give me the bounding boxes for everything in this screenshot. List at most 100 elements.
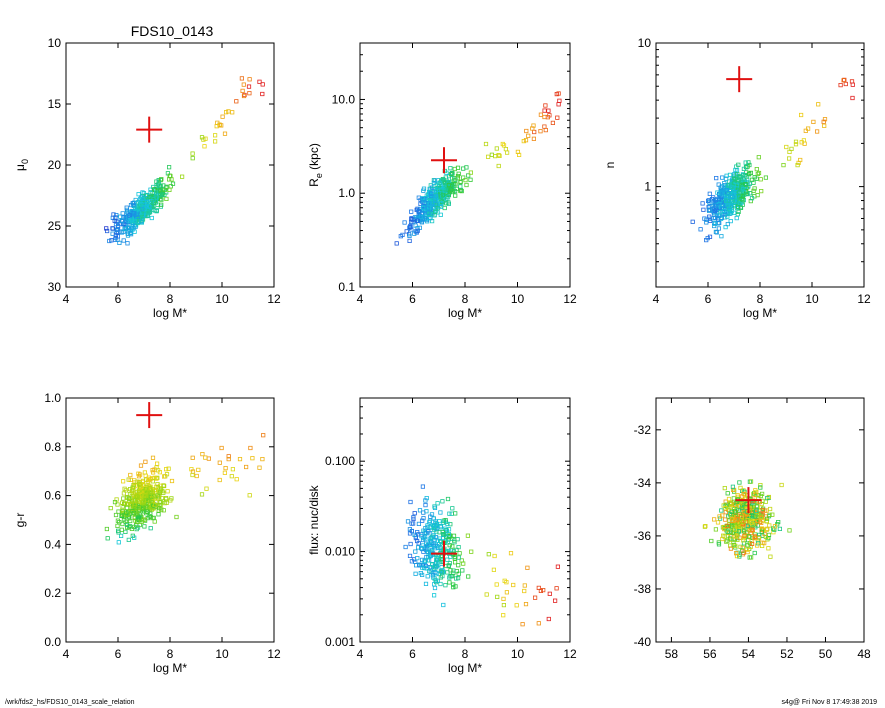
data-point bbox=[217, 460, 222, 465]
data-point bbox=[226, 109, 231, 114]
data-point bbox=[426, 529, 431, 534]
data-point bbox=[421, 205, 426, 210]
data-point bbox=[713, 197, 719, 203]
data-point bbox=[745, 518, 750, 523]
data-point bbox=[154, 500, 159, 505]
data-point bbox=[412, 511, 417, 516]
data-point bbox=[523, 602, 529, 607]
data-point bbox=[850, 95, 855, 101]
data-point bbox=[448, 166, 453, 171]
data-point bbox=[257, 79, 262, 84]
data-point bbox=[742, 533, 748, 538]
y-tick-label: 30 bbox=[48, 280, 62, 294]
data-point bbox=[750, 522, 755, 527]
data-point bbox=[158, 486, 164, 491]
data-point bbox=[741, 491, 746, 497]
data-point bbox=[161, 474, 167, 479]
x-axis-label: log M* bbox=[153, 306, 187, 320]
data-point bbox=[431, 575, 436, 580]
data-point bbox=[728, 218, 733, 224]
data-point bbox=[821, 119, 826, 124]
data-point bbox=[431, 533, 436, 538]
data-point bbox=[822, 123, 827, 128]
data-point bbox=[122, 226, 127, 231]
data-point bbox=[776, 520, 781, 525]
data-point bbox=[162, 192, 167, 197]
data-point bbox=[803, 128, 808, 133]
data-point bbox=[440, 574, 445, 579]
data-point bbox=[111, 212, 116, 217]
data-point bbox=[420, 518, 425, 523]
data-point bbox=[446, 183, 452, 188]
data-points bbox=[104, 433, 266, 545]
data-point bbox=[734, 551, 739, 556]
data-point bbox=[726, 206, 732, 211]
data-point bbox=[494, 146, 499, 151]
data-point bbox=[161, 483, 166, 488]
data-point bbox=[703, 524, 708, 529]
data-point bbox=[758, 493, 763, 499]
data-point bbox=[753, 535, 758, 540]
data-point bbox=[405, 519, 411, 524]
data-point bbox=[442, 205, 447, 211]
data-point bbox=[452, 554, 458, 559]
data-point bbox=[434, 557, 440, 562]
data-point bbox=[742, 492, 747, 497]
data-point bbox=[239, 76, 244, 81]
data-point bbox=[449, 170, 455, 176]
data-point bbox=[155, 475, 160, 480]
data-point bbox=[422, 559, 428, 564]
data-point bbox=[112, 218, 117, 223]
data-point bbox=[139, 211, 144, 216]
data-point bbox=[440, 499, 445, 504]
data-point bbox=[738, 544, 743, 549]
data-point bbox=[431, 571, 436, 576]
data-point bbox=[729, 523, 735, 528]
data-point bbox=[737, 194, 742, 199]
data-point bbox=[447, 575, 452, 580]
data-point bbox=[151, 184, 156, 190]
data-point bbox=[134, 489, 140, 495]
data-point bbox=[104, 526, 109, 532]
data-point bbox=[437, 519, 442, 524]
data-point bbox=[427, 518, 433, 523]
data-point bbox=[717, 514, 722, 519]
data-point bbox=[735, 537, 740, 542]
data-point bbox=[713, 221, 718, 226]
data-point bbox=[416, 521, 422, 527]
data-point bbox=[702, 524, 708, 529]
data-point bbox=[135, 499, 140, 504]
data-point bbox=[461, 175, 466, 180]
data-point bbox=[522, 588, 527, 594]
data-point bbox=[749, 528, 754, 533]
data-point bbox=[408, 499, 413, 505]
x-tick-label: 12 bbox=[563, 292, 577, 306]
data-point bbox=[115, 502, 120, 507]
data-point bbox=[445, 521, 450, 527]
data-point bbox=[421, 510, 426, 515]
data-point bbox=[525, 565, 530, 570]
data-point bbox=[737, 174, 743, 179]
x-tick-label: 12 bbox=[563, 647, 577, 661]
data-point bbox=[737, 526, 742, 531]
data-point bbox=[732, 172, 737, 177]
data-point bbox=[483, 141, 489, 147]
data-point bbox=[451, 585, 456, 590]
data-point bbox=[451, 582, 456, 587]
data-point bbox=[127, 212, 132, 218]
data-point bbox=[721, 533, 726, 538]
data-point bbox=[732, 537, 737, 542]
x-tick-label: 10 bbox=[805, 292, 819, 306]
data-point bbox=[423, 537, 428, 542]
data-point bbox=[729, 203, 734, 208]
data-point bbox=[420, 484, 426, 489]
data-point bbox=[754, 176, 759, 181]
data-point bbox=[732, 517, 738, 522]
data-point bbox=[142, 524, 147, 529]
data-point bbox=[156, 512, 161, 517]
data-point bbox=[441, 520, 446, 525]
y-tick-label: 0.4 bbox=[44, 537, 61, 551]
y-tick-label: 1.0 bbox=[338, 186, 355, 200]
data-point bbox=[419, 532, 424, 537]
data-point bbox=[461, 561, 466, 566]
